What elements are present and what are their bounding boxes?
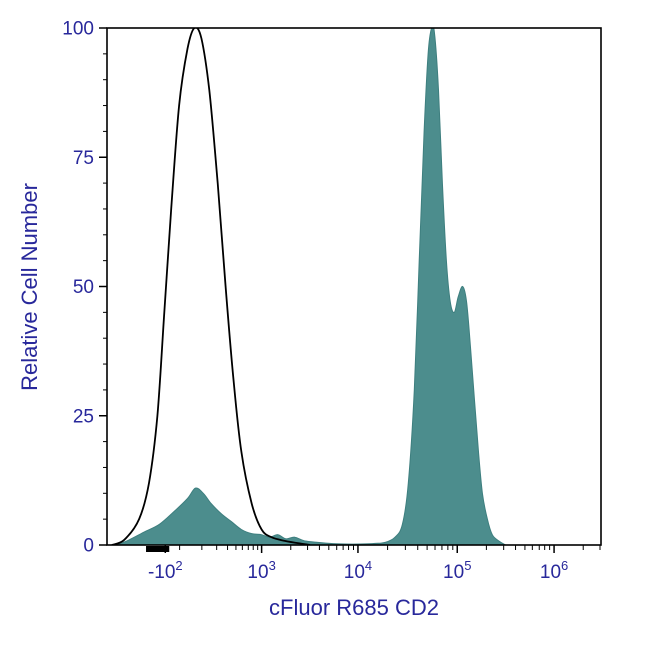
x-tick-label: 106 <box>540 558 568 583</box>
open-histogram-path <box>111 28 311 545</box>
x-tick-label: -102 <box>148 558 183 583</box>
y-tick-label: 100 <box>62 19 94 40</box>
x-axis-bold-tick-cluster <box>146 546 170 552</box>
x-tick-label: 105 <box>443 558 471 583</box>
y-tick-label: 75 <box>73 148 94 169</box>
y-tick-label: 0 <box>83 536 94 557</box>
plot-border <box>106 27 602 546</box>
x-axis-title: cFluor R685 CD2 <box>269 595 439 620</box>
x-tick-label: 103 <box>247 558 275 583</box>
y-axis-title: Relative Cell Number <box>17 183 42 391</box>
filled-histogram-path <box>116 28 507 545</box>
y-tick-label: 25 <box>73 406 94 427</box>
y-tick-label: 50 <box>73 277 94 298</box>
x-tick-label: 104 <box>344 558 372 583</box>
